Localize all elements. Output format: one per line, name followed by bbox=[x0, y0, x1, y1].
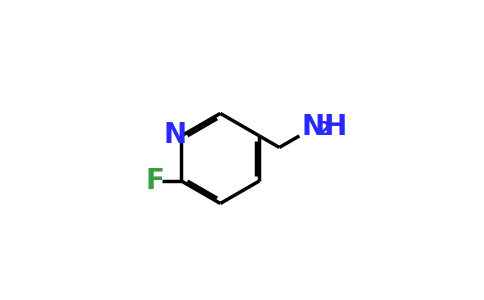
Text: F: F bbox=[145, 167, 164, 195]
Text: NH: NH bbox=[302, 113, 348, 141]
Text: 2: 2 bbox=[318, 120, 331, 139]
Text: N: N bbox=[163, 121, 186, 149]
